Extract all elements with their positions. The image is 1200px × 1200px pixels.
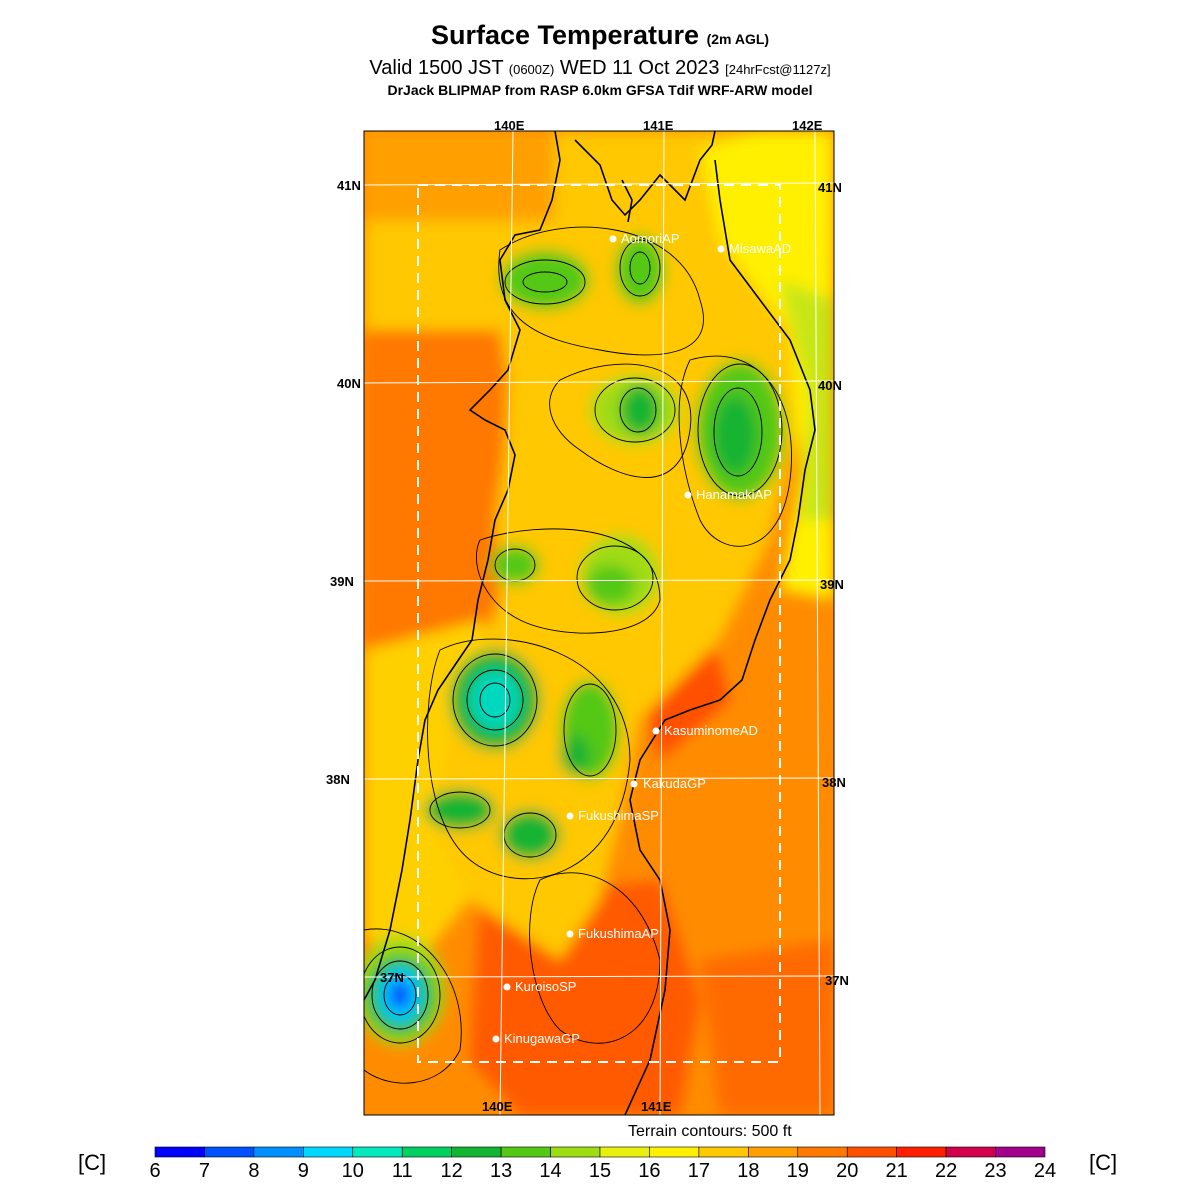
colorbar-tick-label: 6 <box>149 1160 161 1182</box>
lon-label-142e-top: 142E <box>792 118 823 133</box>
lat-label-41n-left: 41N <box>337 178 361 193</box>
station-label: FukushimaAP <box>578 926 659 941</box>
colorbar-tick-label: 12 <box>440 1160 463 1182</box>
colorbar-tick-label: 7 <box>198 1160 210 1182</box>
colorbar-tick-label: 20 <box>836 1160 859 1182</box>
colorbar-tick-label: 15 <box>588 1160 612 1182</box>
lat-label-37n-left: 37N <box>380 970 404 985</box>
colorbar-tick-label: 16 <box>638 1160 661 1182</box>
lat-label-41n-right: 41N <box>818 180 842 195</box>
lat-label-39n-left: 39N <box>330 574 354 589</box>
colorbar <box>154 1146 1046 1158</box>
terrain-contour-note: Terrain contours: 500 ft <box>628 1123 792 1140</box>
colorbar-tick-label: 19 <box>786 1160 809 1182</box>
station-label: KakudaGP <box>643 776 706 791</box>
colorbar-tick-label: 8 <box>248 1160 260 1182</box>
lat-lon-grid <box>364 131 834 1115</box>
station-label: KinugawaGP <box>504 1031 580 1046</box>
colorbar-tick-label: 24 <box>1033 1160 1057 1182</box>
colorbar-tick-label: 21 <box>885 1160 908 1182</box>
lat-label-40n-right: 40N <box>818 378 842 393</box>
colorbar-unit-left: [C] <box>78 1150 107 1175</box>
colorbar-tick-label: 23 <box>984 1160 1007 1182</box>
colorbar-tick-label: 17 <box>687 1160 710 1182</box>
colorbar-swatch <box>797 1146 848 1158</box>
colorbar-swatch <box>846 1146 897 1158</box>
lon-label-140e-top: 140E <box>494 118 525 133</box>
station-markers <box>492 235 725 1043</box>
colorbar-swatch <box>401 1146 452 1158</box>
lat-label-39n-right: 39N <box>820 577 844 592</box>
station-label: KuroisoSP <box>515 979 577 994</box>
terrain-contours <box>364 226 792 1084</box>
colorbar-swatch <box>154 1146 205 1158</box>
lon-label-140e-bottom: 140E <box>482 1099 513 1114</box>
colorbar-tick-label: 11 <box>391 1160 413 1182</box>
colorbar-swatch <box>698 1146 749 1158</box>
colorbar-swatch <box>550 1146 601 1158</box>
colorbar-swatch <box>303 1146 354 1158</box>
map-frame <box>363 130 835 1116</box>
coastline <box>364 131 816 1115</box>
colorbar-swatch <box>995 1146 1046 1158</box>
colorbar-swatch <box>204 1146 255 1158</box>
colorbar-tick-label: 14 <box>539 1160 562 1182</box>
colorbar-swatch <box>500 1146 551 1158</box>
colorbar-swatch <box>945 1146 996 1158</box>
station-label: FukushimaSP <box>578 808 659 823</box>
lon-label-141e-top: 141E <box>643 118 674 133</box>
colorbar-swatch <box>451 1146 502 1158</box>
colorbar-tick-label: 9 <box>297 1160 309 1182</box>
valid-time: Valid 1500 JST (0600Z) WED 11 Oct 2023 [… <box>369 57 831 79</box>
colorbar-tick-label: 10 <box>341 1160 364 1182</box>
lat-label-37n-right: 37N <box>825 973 849 988</box>
station-label: KasuminomeAD <box>664 723 758 738</box>
colorbar-swatch <box>896 1146 947 1158</box>
domain-box <box>417 184 781 1063</box>
lat-label-38n-left: 38N <box>326 772 350 787</box>
colorbar-tick-label: 18 <box>737 1160 760 1182</box>
lat-label-38n-right: 38N <box>822 775 846 790</box>
map-title: Surface Temperature (2m AGL) <box>430 20 770 50</box>
model-line: DrJack BLIPMAP from RASP 6.0km GFSA Tdif… <box>387 82 813 98</box>
colorbar-unit-right: [C] <box>1089 1150 1118 1175</box>
station-label: MisawaAD <box>729 241 792 256</box>
lon-label-141e-bottom: 141E <box>641 1099 672 1114</box>
station-label: HanamakiAP <box>696 487 772 502</box>
colorbar-swatch <box>253 1146 304 1158</box>
colorbar-swatch <box>649 1146 700 1158</box>
station-label: AomoriAP <box>621 231 680 246</box>
colorbar-tick-label: 22 <box>934 1160 958 1182</box>
colorbar-swatch <box>352 1146 403 1158</box>
colorbar-swatch <box>599 1146 650 1158</box>
lat-label-40n-left: 40N <box>337 376 361 391</box>
colorbar-tick-label: 13 <box>489 1160 513 1182</box>
colorbar-swatch <box>748 1146 799 1158</box>
